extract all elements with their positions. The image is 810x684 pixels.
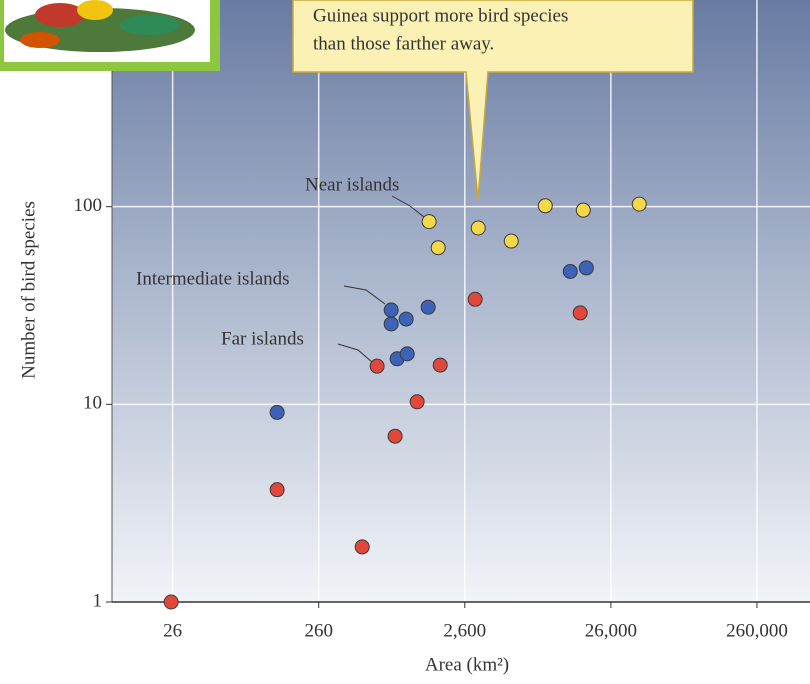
x-tick-label: 260,000 (726, 620, 788, 641)
bird-image (0, 0, 220, 71)
point (562, 263, 578, 279)
point (470, 220, 486, 236)
point (383, 302, 399, 318)
y-tick-label: 10 (83, 393, 102, 414)
point (467, 291, 483, 307)
point (387, 428, 403, 444)
annotation: Near islands (305, 174, 399, 195)
point (432, 357, 448, 373)
point (430, 240, 446, 256)
x-tick-label: 2,600 (443, 620, 486, 641)
point (575, 202, 591, 218)
point (631, 196, 647, 212)
plot-area (112, 0, 810, 602)
point (269, 404, 285, 420)
point (409, 394, 425, 410)
x-tick-label: 26,000 (585, 620, 637, 641)
x-axis-label: Area (km²) (425, 654, 509, 675)
point (420, 299, 436, 315)
x-tick-label: 26 (163, 620, 182, 641)
annotation-leaders (337, 195, 425, 363)
annotation: Far islands (221, 328, 304, 349)
point (383, 316, 399, 332)
callout: Guinea support more bird species than th… (292, 0, 694, 201)
point (578, 260, 594, 276)
annotation: Intermediate islands (136, 268, 290, 289)
callout-line: than those farther away. (313, 33, 494, 54)
point (269, 482, 285, 498)
y-tick-label: 100 (74, 195, 103, 216)
point (503, 233, 519, 249)
point (369, 358, 385, 374)
callout-line: Guinea support more bird species (313, 5, 568, 26)
point (398, 311, 414, 327)
y-axis-label: Number of bird species (18, 201, 39, 379)
point (399, 346, 415, 362)
point (163, 594, 179, 610)
point (537, 198, 553, 214)
x-tick-label: 260 (304, 620, 333, 641)
point (572, 305, 588, 321)
y-tick-label: 1 (93, 590, 103, 611)
point (354, 539, 370, 555)
point (421, 214, 437, 230)
